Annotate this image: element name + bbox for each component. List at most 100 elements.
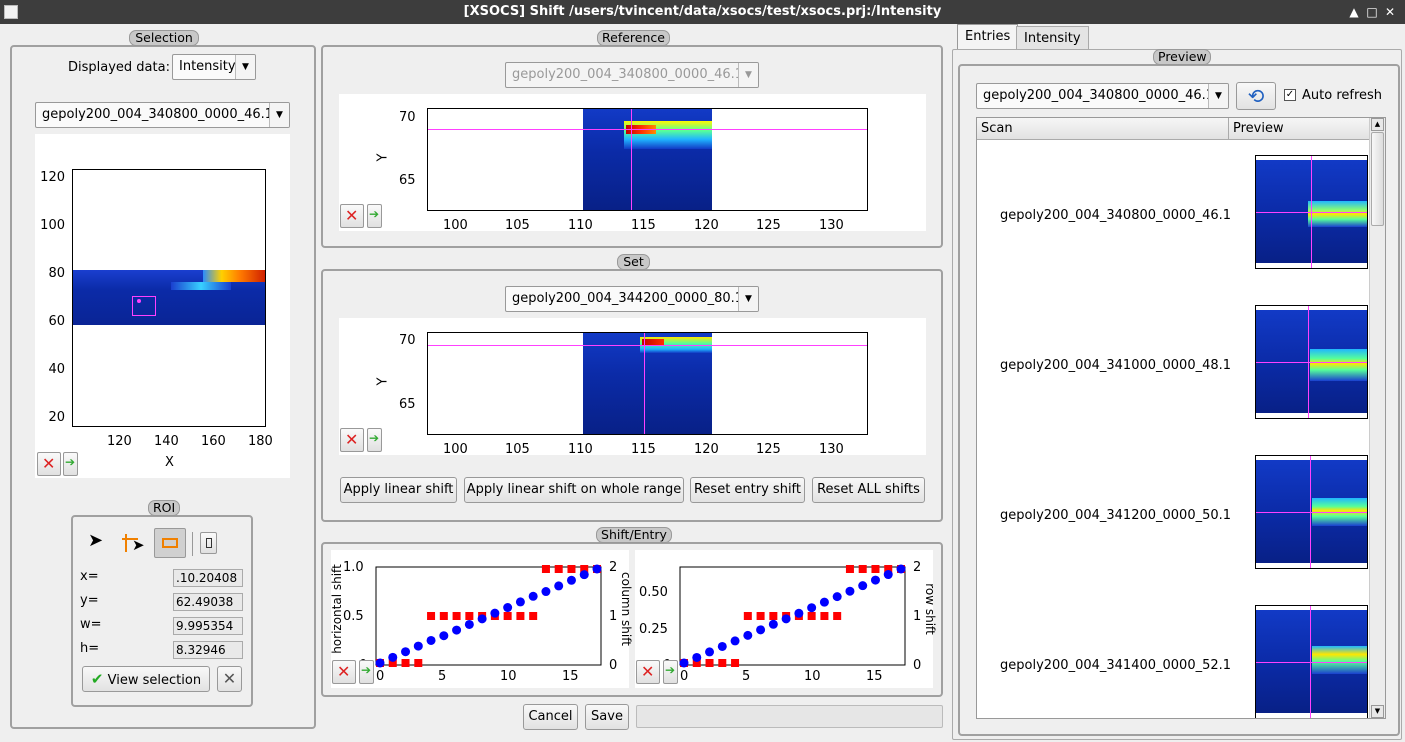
tab-intensity[interactable]: Intensity	[1016, 26, 1089, 50]
set-plot-axes[interactable]	[427, 332, 868, 435]
horizontal-shift-plot[interactable]: 1.0 0.5 0 2 1 0 horizontal shift column …	[330, 550, 633, 688]
roi-y-field[interactable]: 62.49038	[173, 593, 243, 611]
apply-linear-shift-button[interactable]: Apply linear shift	[340, 477, 457, 503]
auto-refresh-checkbox[interactable]: ✓	[1284, 89, 1296, 101]
reset-zoom-button[interactable]: ✕	[340, 204, 364, 228]
reference-ylabel: Y	[375, 153, 391, 162]
row-shift-chart[interactable]	[635, 550, 933, 688]
roi-h-field[interactable]: 8.32946	[173, 641, 243, 659]
horizontal-shift-ytick: 0.5	[343, 609, 364, 624]
shift-entry-title: Shift/Entry	[596, 527, 672, 543]
clear-icon: ✕	[222, 669, 237, 688]
selection-ytick: 40	[48, 362, 65, 377]
scrollbar-thumb[interactable]	[1371, 132, 1384, 226]
next-button[interactable]: ➔	[367, 428, 382, 452]
shift-circle-point	[413, 641, 423, 651]
x-icon: ✕	[42, 454, 56, 473]
reset-entry-shift-button[interactable]: Reset entry shift	[690, 477, 805, 503]
shift-square-point	[503, 612, 512, 620]
selection-title: Selection	[129, 30, 199, 46]
clear-roi-button[interactable]: ✕	[217, 666, 242, 692]
save-button[interactable]: Save	[585, 704, 629, 730]
reference-plot-axes[interactable]	[427, 108, 868, 211]
table-row[interactable]: gepoly200_004_341000_0000_48.1	[977, 291, 1369, 441]
reset-all-shifts-button[interactable]: Reset ALL shifts	[812, 477, 925, 503]
reference-xtick: 130	[819, 218, 844, 233]
set-xtick: 100	[443, 442, 468, 457]
shift-square-point	[692, 659, 701, 667]
scroll-down-icon[interactable]: ▼	[1371, 705, 1384, 718]
next-button[interactable]: ➔	[367, 204, 382, 228]
rectangle-roi-tool-icon[interactable]	[154, 528, 186, 558]
refresh-button[interactable]: ⟲	[1236, 82, 1276, 110]
selection-ytick: 100	[40, 218, 65, 233]
point-select-tool-icon[interactable]: ➤	[122, 530, 148, 556]
arrow-right-icon: ➔	[665, 663, 676, 677]
view-selection-button[interactable]: ✔ View selection	[82, 666, 210, 692]
shift-square-point	[388, 659, 397, 667]
reference-plot[interactable]: 70 65 Y 100 105 110 115 120 125 130 ✕ ➔	[339, 94, 926, 233]
selection-entry-select[interactable]: gepoly200_004_340800_0000_46.1 ▼	[35, 102, 290, 128]
selection-plot-axes[interactable]	[72, 169, 266, 427]
view-selection-label: View selection	[107, 673, 202, 688]
roi-w-field[interactable]: 9.995354	[173, 617, 243, 635]
selection-plot[interactable]: 120 100 80 60 40 20 120 140 160 180 X ✕ …	[35, 134, 290, 478]
reference-ytick: 65	[399, 173, 416, 188]
row-shift-ytick: 0	[913, 658, 922, 673]
row-preview-thumbnail	[1255, 455, 1368, 569]
selection-ytick: 80	[48, 266, 65, 281]
shade-window-icon[interactable]: ▲	[1349, 5, 1359, 19]
column-header-scan[interactable]: Scan	[977, 118, 1229, 140]
roi-handle[interactable]	[137, 299, 141, 303]
horizontal-shift-xtick: 0	[376, 669, 385, 684]
reset-zoom-button[interactable]: ✕	[340, 428, 364, 452]
reset-zoom-button[interactable]: ✕	[636, 660, 660, 684]
set-entry-value: gepoly200_004_344200_0000_80.1	[512, 291, 744, 306]
vertical-scrollbar[interactable]: ▲ ▼	[1369, 118, 1385, 718]
table-row[interactable]: gepoly200_004_341200_0000_50.1	[977, 441, 1369, 591]
row-scan-name: gepoly200_004_341000_0000_48.1	[1000, 358, 1232, 373]
roi-x-field[interactable]: .10.20408	[173, 569, 243, 587]
set-entry-select[interactable]: gepoly200_004_344200_0000_80.1 ▼	[505, 286, 759, 312]
shift-circle-point	[768, 619, 778, 629]
cancel-button[interactable]: Cancel	[523, 704, 578, 730]
close-window-icon[interactable]: ✕	[1384, 5, 1396, 19]
column-header-preview[interactable]: Preview	[1229, 118, 1369, 140]
displayed-data-select[interactable]: Intensity ▼	[172, 54, 256, 80]
arrow-right-icon: ➔	[369, 207, 380, 221]
table-row[interactable]: gepoly200_004_341400_0000_52.1	[977, 591, 1369, 718]
set-crosshair-h	[428, 345, 867, 346]
tab-entries[interactable]: Entries	[957, 24, 1019, 50]
horizontal-shift-chart[interactable]	[331, 550, 629, 688]
maximize-window-icon[interactable]: □	[1366, 5, 1378, 19]
chevron-down-icon: ▼	[235, 55, 255, 79]
next-button[interactable]: ➔	[359, 660, 374, 684]
next-button[interactable]: ➔	[663, 660, 678, 684]
set-xtick: 120	[694, 442, 719, 457]
roi-rectangle[interactable]	[132, 296, 156, 316]
set-plot[interactable]: 70 65 Y 100 105 110 115 120 125 130 ✕ ➔	[339, 318, 926, 457]
table-row[interactable]: gepoly200_004_340800_0000_46.1	[977, 141, 1369, 291]
preview-entry-select[interactable]: gepoly200_004_340800_0000_46.1 ▼	[976, 83, 1229, 109]
refresh-icon: ⟲	[1247, 84, 1265, 108]
reference-title: Reference	[597, 30, 670, 46]
selection-ytick: 120	[40, 170, 65, 185]
set-ytick: 70	[399, 333, 416, 348]
set-ylabel: Y	[375, 377, 391, 386]
reset-zoom-button[interactable]: ✕	[332, 660, 356, 684]
row-shift-plot[interactable]: 0.50 0.25 0 2 1 0 row shift 0 5 10 15 ✕ …	[635, 550, 937, 688]
shift-circle-point	[794, 608, 804, 618]
apply-linear-shift-whole-range-button[interactable]: Apply linear shift on whole range	[464, 477, 684, 503]
next-button[interactable]: ➔	[63, 452, 78, 476]
horizontal-shift-xtick: 10	[500, 669, 517, 684]
shift-square-point	[807, 612, 816, 620]
scroll-up-icon[interactable]: ▲	[1371, 118, 1384, 131]
row-shift-left-ytick: 0.25	[639, 622, 668, 637]
reset-zoom-button[interactable]: ✕	[37, 452, 61, 476]
pointer-tool-icon[interactable]: ➤	[88, 530, 104, 551]
roi-options-icon[interactable]	[200, 532, 217, 554]
shift-square-point	[414, 659, 423, 667]
chevron-down-icon: ▼	[738, 287, 758, 311]
entries-table[interactable]: Scan Preview ▲ ▼ gepoly200_004_340800_00…	[976, 117, 1386, 719]
reference-entry-select: gepoly200_004_340800_0000_46.1 ▼	[505, 62, 759, 88]
